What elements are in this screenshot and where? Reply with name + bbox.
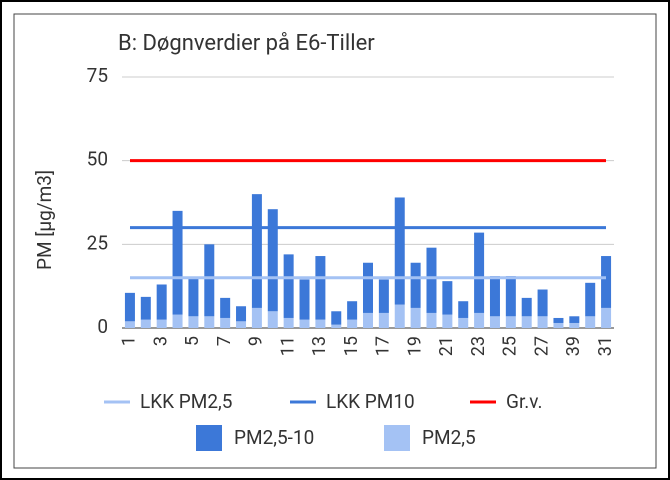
y-tick-label: 75 — [87, 64, 108, 87]
x-tick-label: 9 — [246, 336, 267, 346]
bar-segment — [331, 324, 342, 328]
legend-label: PM2,5-10 — [234, 426, 314, 449]
x-tick-label: 19 — [404, 336, 425, 356]
bar-segment — [347, 301, 358, 320]
bar-segment — [251, 194, 262, 308]
bar-segment — [283, 317, 294, 328]
bar-segment — [426, 247, 437, 313]
bar-segment — [442, 314, 453, 328]
x-tick-label: 39 — [563, 336, 584, 356]
bar-segment — [220, 297, 231, 318]
bar-segment — [124, 321, 135, 328]
legend-swatch — [384, 425, 410, 451]
x-tick-label: 27 — [531, 336, 552, 356]
bar-segment — [394, 304, 405, 328]
x-tick-label: 25 — [500, 336, 521, 356]
bar-segment — [204, 316, 215, 328]
bar-segment — [172, 210, 183, 315]
x-tick-label: 7 — [214, 336, 235, 346]
bar-segment — [267, 311, 278, 328]
legend-swatch — [196, 425, 222, 451]
legend-label: LKK PM10 — [326, 390, 415, 413]
bar-segment — [236, 321, 247, 328]
bar-segment — [124, 292, 135, 322]
y-axis-label: PM [µg/m3] — [33, 170, 56, 270]
bar-segment — [537, 316, 548, 328]
bar-segment — [140, 319, 151, 328]
chart-border — [13, 13, 657, 469]
bar-segment — [347, 319, 358, 328]
legend-label: Gr.v. — [506, 390, 542, 413]
bar-segment — [537, 289, 548, 317]
bar-segment — [569, 316, 580, 323]
bar-segment — [299, 279, 310, 320]
bar-segment — [283, 254, 294, 318]
bar-segment — [363, 262, 373, 313]
chart-title: B: Døgnverdier på E6-Tiller — [118, 31, 375, 56]
bar-segment — [410, 307, 421, 328]
bar-segment — [236, 306, 247, 322]
bar-segment — [601, 256, 612, 308]
bar-segment — [505, 276, 516, 317]
bar-segment — [394, 197, 405, 305]
bar-segment — [601, 307, 612, 328]
bar-segment — [140, 296, 151, 320]
bar-segment — [156, 319, 167, 328]
bar-segment — [188, 277, 199, 317]
bar-segment — [553, 322, 564, 328]
bar-segment — [378, 312, 389, 328]
x-tick-label: 17 — [373, 336, 394, 356]
bar-segment — [442, 281, 453, 315]
bar-segment — [489, 276, 500, 317]
x-tick-label: 3 — [150, 336, 171, 346]
bar-segment — [204, 244, 215, 317]
y-tick-label: 25 — [87, 231, 108, 254]
bar-segment — [474, 232, 485, 313]
bar-segment — [299, 319, 310, 328]
bar-segment — [474, 312, 485, 328]
bar-segment — [251, 307, 262, 328]
x-tick-label: 23 — [468, 336, 489, 356]
legend-label: LKK PM2,5 — [140, 390, 232, 413]
x-tick-label: 31 — [595, 336, 616, 356]
y-tick-label: 0 — [97, 315, 108, 338]
bar-segment — [489, 316, 500, 328]
x-tick-label: 21 — [436, 336, 457, 356]
bar-segment — [585, 282, 596, 317]
bar-segment — [172, 314, 183, 328]
bar-segment — [188, 316, 199, 328]
bar-segment — [458, 301, 469, 318]
x-tick-label: 13 — [309, 336, 330, 356]
legend-label: PM2,5 — [422, 426, 476, 449]
bar-segment — [553, 317, 564, 323]
bar-segment — [267, 209, 278, 312]
bar-segment — [410, 262, 421, 308]
bar-segment — [315, 319, 326, 328]
x-tick-label: 1 — [119, 336, 140, 346]
x-tick-label: 11 — [277, 336, 298, 356]
bar-segment — [315, 256, 326, 320]
bar-segment — [378, 279, 389, 313]
bar-segment — [220, 317, 231, 328]
bar-segment — [585, 316, 596, 328]
bar-segment — [505, 316, 516, 328]
x-tick-label: 5 — [182, 336, 203, 346]
x-tick-label: 15 — [341, 336, 362, 356]
bar-segment — [331, 311, 342, 325]
bar-segment — [156, 284, 167, 320]
bar-segment — [521, 297, 532, 317]
bar-segment — [521, 316, 532, 328]
bar-segment — [569, 322, 580, 328]
y-tick-label: 50 — [87, 148, 108, 171]
bar-segment — [363, 312, 373, 328]
bar-segment — [426, 312, 437, 328]
bar-segment — [458, 317, 469, 328]
